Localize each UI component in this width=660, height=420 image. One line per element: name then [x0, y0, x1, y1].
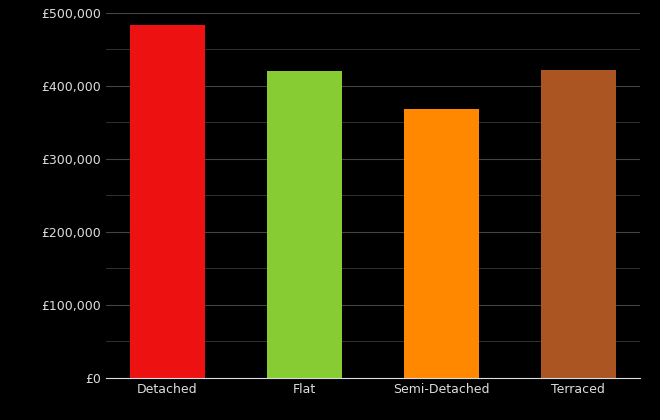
- Bar: [541, 70, 616, 378]
- Bar: [404, 109, 479, 378]
- Bar: [130, 25, 205, 378]
- Bar: [267, 71, 342, 378]
